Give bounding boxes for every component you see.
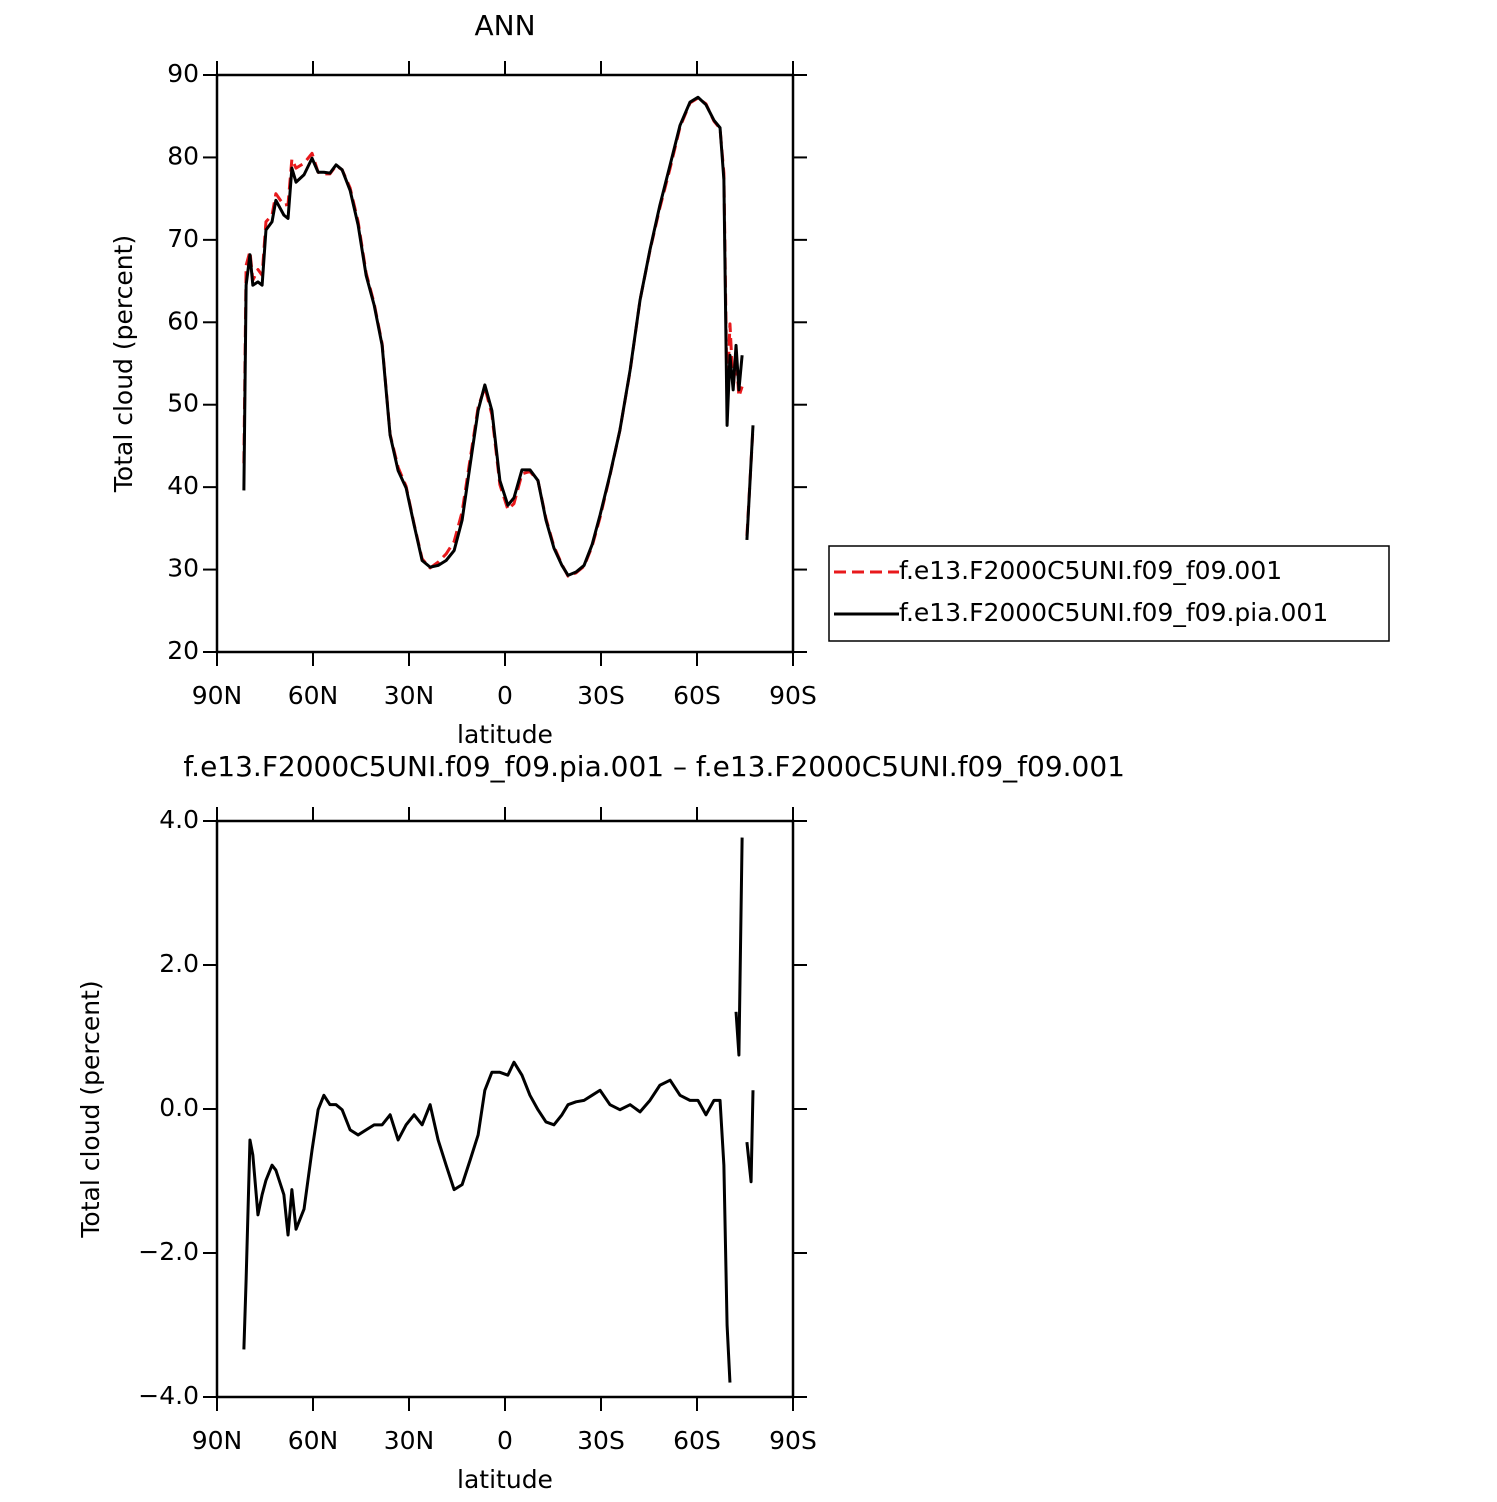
series-line	[242, 837, 755, 1383]
y-tick-label: −2.0	[138, 1237, 199, 1266]
plot-frame	[215, 819, 795, 1399]
x-tick-label: 60S	[673, 1426, 721, 1455]
y-tick-label: 50	[167, 389, 199, 418]
x-tick-label: 60S	[673, 681, 721, 710]
series-line	[242, 96, 755, 578]
x-axis-label: latitude	[457, 1465, 553, 1494]
y-tick-label: 90	[167, 59, 199, 88]
legend-box	[828, 545, 1390, 642]
series-line	[242, 95, 755, 577]
x-tick-label: 90N	[192, 1426, 243, 1455]
x-tick-label: 30N	[384, 1426, 435, 1455]
x-tick-label: 60N	[288, 681, 339, 710]
y-tick-label: 20	[167, 636, 199, 665]
legend-label: f.e13.F2000C5UNI.f09_f09.pia.001	[899, 598, 1328, 627]
x-tick-label: 30N	[384, 681, 435, 710]
y-tick-label: 0.0	[159, 1093, 199, 1122]
y-tick-label: 2.0	[159, 949, 199, 978]
x-axis-label: latitude	[457, 720, 553, 749]
chart-title: ANN	[474, 9, 535, 42]
x-tick-label: 30S	[577, 681, 625, 710]
chart-title: f.e13.F2000C5UNI.f09_f09.pia.001 – f.e13…	[183, 750, 1125, 783]
y-tick-label: 40	[167, 471, 199, 500]
x-tick-label: 60N	[288, 1426, 339, 1455]
x-tick-label: 90S	[769, 681, 817, 710]
y-tick-label: 30	[167, 554, 199, 583]
x-tick-label: 0	[497, 681, 513, 710]
x-tick-label: 90S	[769, 1426, 817, 1455]
y-tick-label: 70	[167, 224, 199, 253]
y-axis-label: Total cloud (percent)	[76, 980, 105, 1238]
y-tick-label: −4.0	[138, 1381, 199, 1410]
y-tick-label: 4.0	[159, 805, 199, 834]
x-tick-label: 90N	[192, 681, 243, 710]
plot-frame	[215, 73, 795, 654]
x-tick-label: 30S	[577, 1426, 625, 1455]
y-axis-label: Total cloud (percent)	[109, 235, 138, 493]
y-tick-label: 80	[167, 141, 199, 170]
x-tick-label: 0	[497, 1426, 513, 1455]
legend-label: f.e13.F2000C5UNI.f09_f09.001	[899, 556, 1282, 585]
y-tick-label: 60	[167, 306, 199, 335]
